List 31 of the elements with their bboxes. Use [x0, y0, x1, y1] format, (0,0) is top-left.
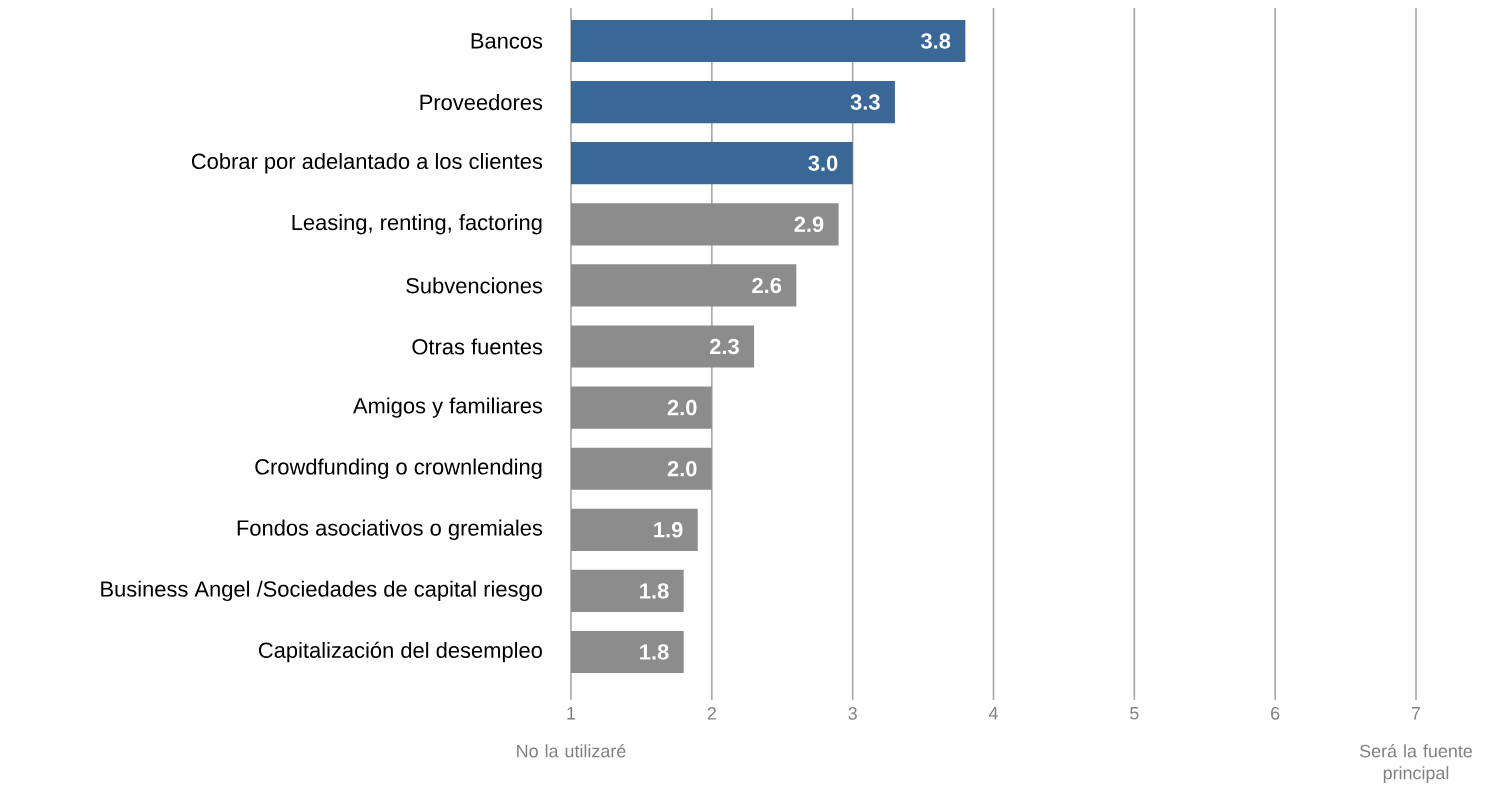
data-label: 3.0: [808, 155, 838, 171]
x-tick-label: 2: [707, 707, 716, 720]
text: Será la fuente principal: [1359, 744, 1473, 783]
data-label: 3.3: [850, 94, 880, 110]
x-tick-label: 5: [1130, 707, 1139, 720]
y-tick-label: Fondos asociativos o gremiales: [237, 519, 543, 541]
data-label: 3.8: [920, 33, 951, 49]
y-tick-label: Otras fuentes: [412, 338, 543, 355]
y-tick-label: Leasing, renting, factoring: [292, 214, 542, 235]
x-tick-label: 1: [567, 707, 576, 720]
x-tick-label: 3: [848, 707, 857, 720]
data-label: 1.8: [640, 583, 669, 599]
data-label: 2.0: [667, 399, 697, 416]
data-label: 2.3: [709, 338, 739, 355]
x-tick-label: 4: [988, 707, 998, 720]
x-tick-label: 7: [1411, 707, 1421, 720]
data-label: 2.0: [667, 460, 697, 477]
data-label: 2.6: [752, 277, 782, 294]
data-label: 1.9: [654, 522, 683, 538]
y-tick-label: Business Angel /Sociedades de capital riesgo: [101, 580, 542, 602]
y-tick-label: Subvenciones: [406, 277, 543, 294]
y-tick-label: Cobrar por adelantado a los clientes: [191, 152, 543, 174]
data-label: 1.8: [640, 644, 669, 660]
y-tick-label: Amigos y familiares: [352, 397, 543, 418]
y-tick-label: Bancos: [471, 33, 543, 49]
data-label: 2.9: [794, 216, 824, 233]
x-tick-label: 6: [1271, 707, 1280, 720]
y-tick-label: Proveedores: [420, 94, 543, 111]
y-tick-label: Capitalización del desempleo: [258, 641, 542, 663]
text: No la utilizaré: [517, 744, 626, 758]
y-tick-label: Crowdfunding o crownlending: [255, 458, 542, 479]
